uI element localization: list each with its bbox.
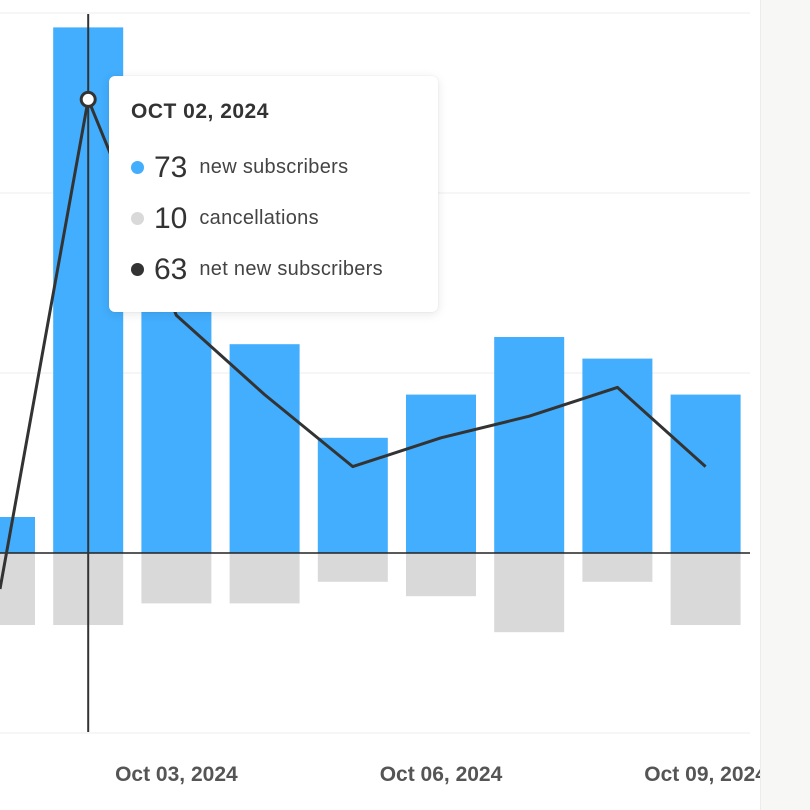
- cancellations-bar: [670, 553, 741, 625]
- tooltip-new-value: 73: [154, 150, 188, 184]
- cancellations-bar: [406, 553, 476, 597]
- tooltip-net-label: net new subscribers: [199, 258, 383, 280]
- cancellations-bar: [229, 553, 300, 604]
- x-tick-label: Oct 03, 2024: [115, 763, 238, 786]
- new-subscribers-bar: [229, 344, 300, 553]
- net-subscribers-dot-icon: [131, 263, 144, 276]
- tooltip: OCT 02, 2024 73 new subscribers 10 cance…: [109, 76, 438, 312]
- new-subscribers-bar: [582, 358, 653, 553]
- cancellations-bar: [317, 553, 388, 582]
- x-tick-label: Oct 09, 2024: [644, 763, 760, 786]
- tooltip-row-net: 63 net new subscribers: [131, 244, 416, 295]
- new-subscribers-bar: [317, 437, 388, 553]
- tooltip-net-value: 63: [154, 252, 188, 286]
- cancellations-bar: [582, 553, 653, 582]
- tooltip-new-label: new subscribers: [199, 156, 349, 178]
- tooltip-date: OCT 02, 2024: [131, 100, 269, 123]
- tooltip-row-cancellations: 10 cancellations: [131, 193, 416, 244]
- new-subscribers-bar: [406, 394, 476, 553]
- cancellations-bar: [494, 553, 565, 633]
- tooltip-cancellations-label: cancellations: [199, 207, 319, 229]
- right-panel: [760, 0, 810, 810]
- cancellations-dot-icon: [131, 212, 144, 225]
- new-subscribers-bar: [670, 394, 741, 553]
- tooltip-cancellations-value: 10: [154, 201, 188, 235]
- new-subscribers-bar: [0, 517, 35, 553]
- cancellations-bar: [141, 553, 212, 604]
- tooltip-row-new: 73 new subscribers: [131, 142, 416, 193]
- net-subscribers-highlight-point: [79, 90, 97, 108]
- x-tick-label: Oct 06, 2024: [380, 763, 503, 786]
- new-subscribers-bar: [494, 337, 565, 553]
- new-subscribers-dot-icon: [131, 161, 144, 174]
